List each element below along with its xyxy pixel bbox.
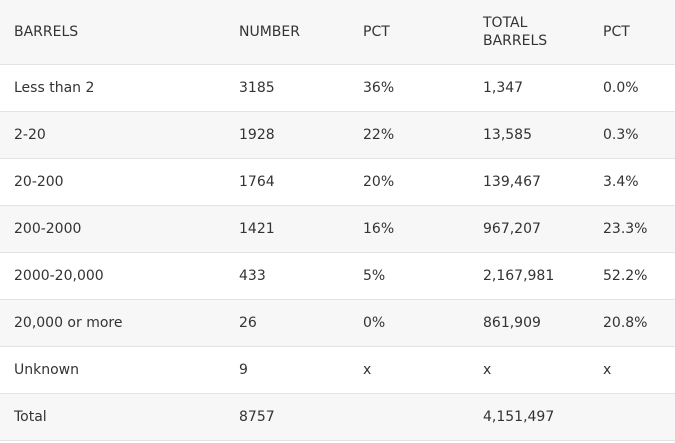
cell-pct: 16% bbox=[349, 205, 469, 253]
header-pct: PCT bbox=[349, 0, 469, 65]
cell-pct-total: 20.8% bbox=[589, 299, 675, 347]
cell-barrels: Unknown bbox=[0, 346, 225, 394]
cell-pct: 36% bbox=[349, 64, 469, 112]
table-row: Unknown 9 x x x bbox=[0, 346, 675, 394]
table-row: 2000-20,000 433 5% 2,167,981 52.2% bbox=[0, 252, 675, 300]
cell-pct: 0% bbox=[349, 299, 469, 347]
cell-number: 1421 bbox=[225, 205, 349, 253]
cell-pct: x bbox=[349, 346, 469, 394]
cell-pct-total: 0.3% bbox=[589, 111, 675, 159]
cell-total-barrels: 2,167,981 bbox=[469, 252, 589, 300]
cell-pct-total: 0.0% bbox=[589, 64, 675, 112]
cell-number: 26 bbox=[225, 299, 349, 347]
cell-pct: 22% bbox=[349, 111, 469, 159]
header-pct-total: PCT bbox=[589, 0, 675, 65]
table-row: 20,000 or more 26 0% 861,909 20.8% bbox=[0, 299, 675, 347]
table-row: 2-20 1928 22% 13,585 0.3% bbox=[0, 111, 675, 159]
cell-barrels: 20,000 or more bbox=[0, 299, 225, 347]
cell-number: 1764 bbox=[225, 158, 349, 206]
cell-number: 8757 bbox=[225, 393, 349, 441]
header-row: BARRELS NUMBER PCT TOTAL BARRELS PCT bbox=[0, 0, 675, 65]
table-row: Less than 2 3185 36% 1,347 0.0% bbox=[0, 64, 675, 112]
cell-pct bbox=[349, 393, 469, 441]
cell-barrels: Less than 2 bbox=[0, 64, 225, 112]
cell-number: 3185 bbox=[225, 64, 349, 112]
cell-pct-total: 23.3% bbox=[589, 205, 675, 253]
cell-pct: 5% bbox=[349, 252, 469, 300]
header-number: NUMBER bbox=[225, 0, 349, 65]
cell-barrels: 200-2000 bbox=[0, 205, 225, 253]
cell-pct-total: 52.2% bbox=[589, 252, 675, 300]
cell-number: 433 bbox=[225, 252, 349, 300]
cell-barrels: 2000-20,000 bbox=[0, 252, 225, 300]
cell-barrels: 20-200 bbox=[0, 158, 225, 206]
cell-total-barrels: 967,207 bbox=[469, 205, 589, 253]
cell-pct-total: x bbox=[589, 346, 675, 394]
cell-total-barrels: 861,909 bbox=[469, 299, 589, 347]
cell-total-barrels: x bbox=[469, 346, 589, 394]
table-row-total: Total 8757 4,151,497 bbox=[0, 393, 675, 441]
table-header: BARRELS NUMBER PCT TOTAL BARRELS PCT bbox=[0, 0, 675, 65]
table-row: 200-2000 1421 16% 967,207 23.3% bbox=[0, 205, 675, 253]
table-body: Less than 2 3185 36% 1,347 0.0% 2-20 192… bbox=[0, 64, 675, 441]
cell-pct-total bbox=[589, 393, 675, 441]
cell-total-barrels: 4,151,497 bbox=[469, 393, 589, 441]
cell-total-barrels: 13,585 bbox=[469, 111, 589, 159]
cell-number: 1928 bbox=[225, 111, 349, 159]
header-total-barrels: TOTAL BARRELS bbox=[469, 0, 589, 65]
cell-pct: 20% bbox=[349, 158, 469, 206]
cell-number: 9 bbox=[225, 346, 349, 394]
cell-total-barrels: 139,467 bbox=[469, 158, 589, 206]
table-row: 20-200 1764 20% 139,467 3.4% bbox=[0, 158, 675, 206]
cell-barrels: Total bbox=[0, 393, 225, 441]
cell-total-barrels: 1,347 bbox=[469, 64, 589, 112]
header-barrels: BARRELS bbox=[0, 0, 225, 65]
cell-barrels: 2-20 bbox=[0, 111, 225, 159]
cell-pct-total: 3.4% bbox=[589, 158, 675, 206]
header-total-barrels-label: TOTAL BARRELS bbox=[483, 15, 548, 49]
